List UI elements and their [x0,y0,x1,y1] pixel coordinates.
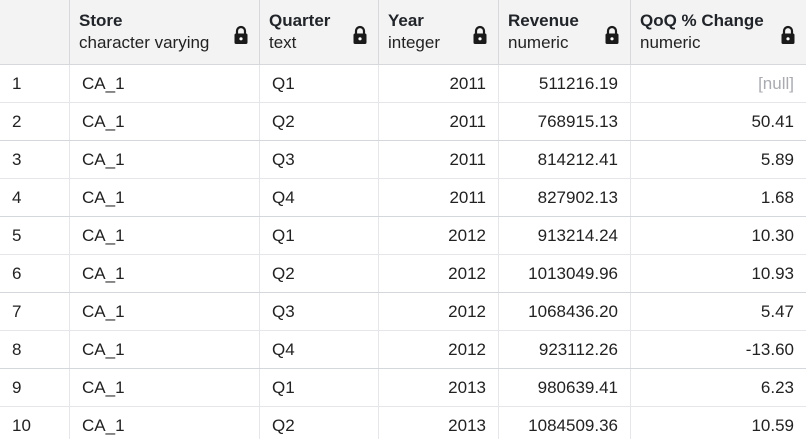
cell-store[interactable]: CA_1 [70,369,260,406]
lock-icon [234,25,248,44]
column-header-quarter[interactable]: Quarter text [260,0,379,64]
cell-store[interactable]: CA_1 [70,65,260,102]
cell-store[interactable]: CA_1 [70,217,260,254]
table-row[interactable]: 3 CA_1 Q3 2011 814212.41 5.89 [0,141,806,179]
lock-icon [353,25,367,44]
row-number[interactable]: 4 [0,179,70,216]
cell-year[interactable]: 2013 [379,369,499,406]
column-name: Store [79,11,123,30]
column-type: integer [388,33,440,52]
column-name: QoQ % Change [640,11,764,30]
row-number[interactable]: 8 [0,331,70,368]
cell-year[interactable]: 2011 [379,103,499,140]
cell-quarter[interactable]: Q2 [260,103,379,140]
cell-revenue[interactable]: 768915.13 [499,103,631,140]
column-type: numeric [640,33,701,52]
cell-qoq-change[interactable]: 10.59 [751,416,794,435]
cell-year[interactable]: 2012 [379,331,499,368]
column-type: numeric [508,33,569,52]
table-row[interactable]: 7 CA_1 Q3 2012 1068436.20 5.47 [0,293,806,331]
lock-icon [473,25,487,44]
cell-year[interactable]: 2013 [379,407,499,439]
lock-icon [605,25,619,44]
cell-quarter[interactable]: Q3 [260,293,379,330]
cell-revenue[interactable]: 923112.26 [499,331,631,368]
cell-quarter[interactable]: Q1 [260,65,379,102]
table-row[interactable]: 4 CA_1 Q4 2011 827902.13 1.68 [0,179,806,217]
cell-revenue[interactable]: 1084509.36 [499,407,631,439]
row-number[interactable]: 7 [0,293,70,330]
table-row[interactable]: 6 CA_1 Q2 2012 1013049.96 10.93 [0,255,806,293]
cell-qoq-change[interactable]: 50.41 [751,112,794,131]
cell-qoq-change[interactable]: [null] [758,74,794,93]
cell-qoq-change[interactable]: 5.89 [760,150,794,169]
row-number[interactable]: 10 [0,407,70,439]
cell-revenue[interactable]: 980639.41 [499,369,631,406]
table-row[interactable]: 9 CA_1 Q1 2013 980639.41 6.23 [0,369,806,407]
cell-revenue[interactable]: 913214.24 [499,217,631,254]
cell-quarter[interactable]: Q3 [260,141,379,178]
table-row[interactable]: 10 CA_1 Q2 2013 1084509.36 10.59 [0,407,806,439]
row-number[interactable]: 3 [0,141,70,178]
cell-store[interactable]: CA_1 [70,407,260,439]
cell-quarter[interactable]: Q1 [260,369,379,406]
row-number[interactable]: 6 [0,255,70,292]
row-number[interactable]: 1 [0,65,70,102]
column-type: character varying [79,33,210,52]
grid-header: Store character varying Quarter text Yea… [0,0,806,65]
cell-year[interactable]: 2011 [379,141,499,178]
table-row[interactable]: 8 CA_1 Q4 2012 923112.26 -13.60 [0,331,806,369]
cell-qoq-change[interactable]: 1.68 [760,188,794,207]
column-header-revenue[interactable]: Revenue numeric [499,0,631,64]
cell-quarter[interactable]: Q2 [260,255,379,292]
cell-quarter[interactable]: Q4 [260,179,379,216]
column-header-qoq-change[interactable]: QoQ % Change numeric [631,0,806,64]
cell-revenue[interactable]: 1068436.20 [499,293,631,330]
table-row[interactable]: 5 CA_1 Q1 2012 913214.24 10.30 [0,217,806,255]
column-header-store[interactable]: Store character varying [70,0,260,64]
cell-quarter[interactable]: Q4 [260,331,379,368]
lock-icon [781,25,795,44]
row-number[interactable]: 9 [0,369,70,406]
column-name: Revenue [508,11,579,30]
cell-year[interactable]: 2011 [379,65,499,102]
column-name: Year [388,11,424,30]
cell-year[interactable]: 2011 [379,179,499,216]
column-type: text [269,33,297,52]
cell-store[interactable]: CA_1 [70,103,260,140]
cell-store[interactable]: CA_1 [70,255,260,292]
row-number[interactable]: 2 [0,103,70,140]
table-row[interactable]: 2 CA_1 Q2 2011 768915.13 50.41 [0,103,806,141]
cell-qoq-change[interactable]: 10.93 [751,264,794,283]
column-header-year[interactable]: Year integer [379,0,499,64]
cell-year[interactable]: 2012 [379,217,499,254]
cell-quarter[interactable]: Q2 [260,407,379,439]
cell-qoq-change[interactable]: 5.47 [760,302,794,321]
cell-qoq-change[interactable]: 6.23 [760,378,794,397]
cell-revenue[interactable]: 1013049.96 [499,255,631,292]
cell-year[interactable]: 2012 [379,255,499,292]
table-row[interactable]: 1 CA_1 Q1 2011 511216.19 [null] [0,65,806,103]
cell-qoq-change[interactable]: -13.60 [745,340,794,359]
cell-store[interactable]: CA_1 [70,141,260,178]
cell-revenue[interactable]: 814212.41 [499,141,631,178]
cell-store[interactable]: CA_1 [70,331,260,368]
cell-revenue[interactable]: 827902.13 [499,179,631,216]
cell-store[interactable]: CA_1 [70,293,260,330]
cell-store[interactable]: CA_1 [70,179,260,216]
cell-qoq-change[interactable]: 10.30 [751,226,794,245]
cell-year[interactable]: 2012 [379,293,499,330]
cell-quarter[interactable]: Q1 [260,217,379,254]
column-name: Quarter [269,11,331,30]
row-number-header[interactable] [0,0,70,64]
row-number[interactable]: 5 [0,217,70,254]
cell-revenue[interactable]: 511216.19 [499,65,631,102]
